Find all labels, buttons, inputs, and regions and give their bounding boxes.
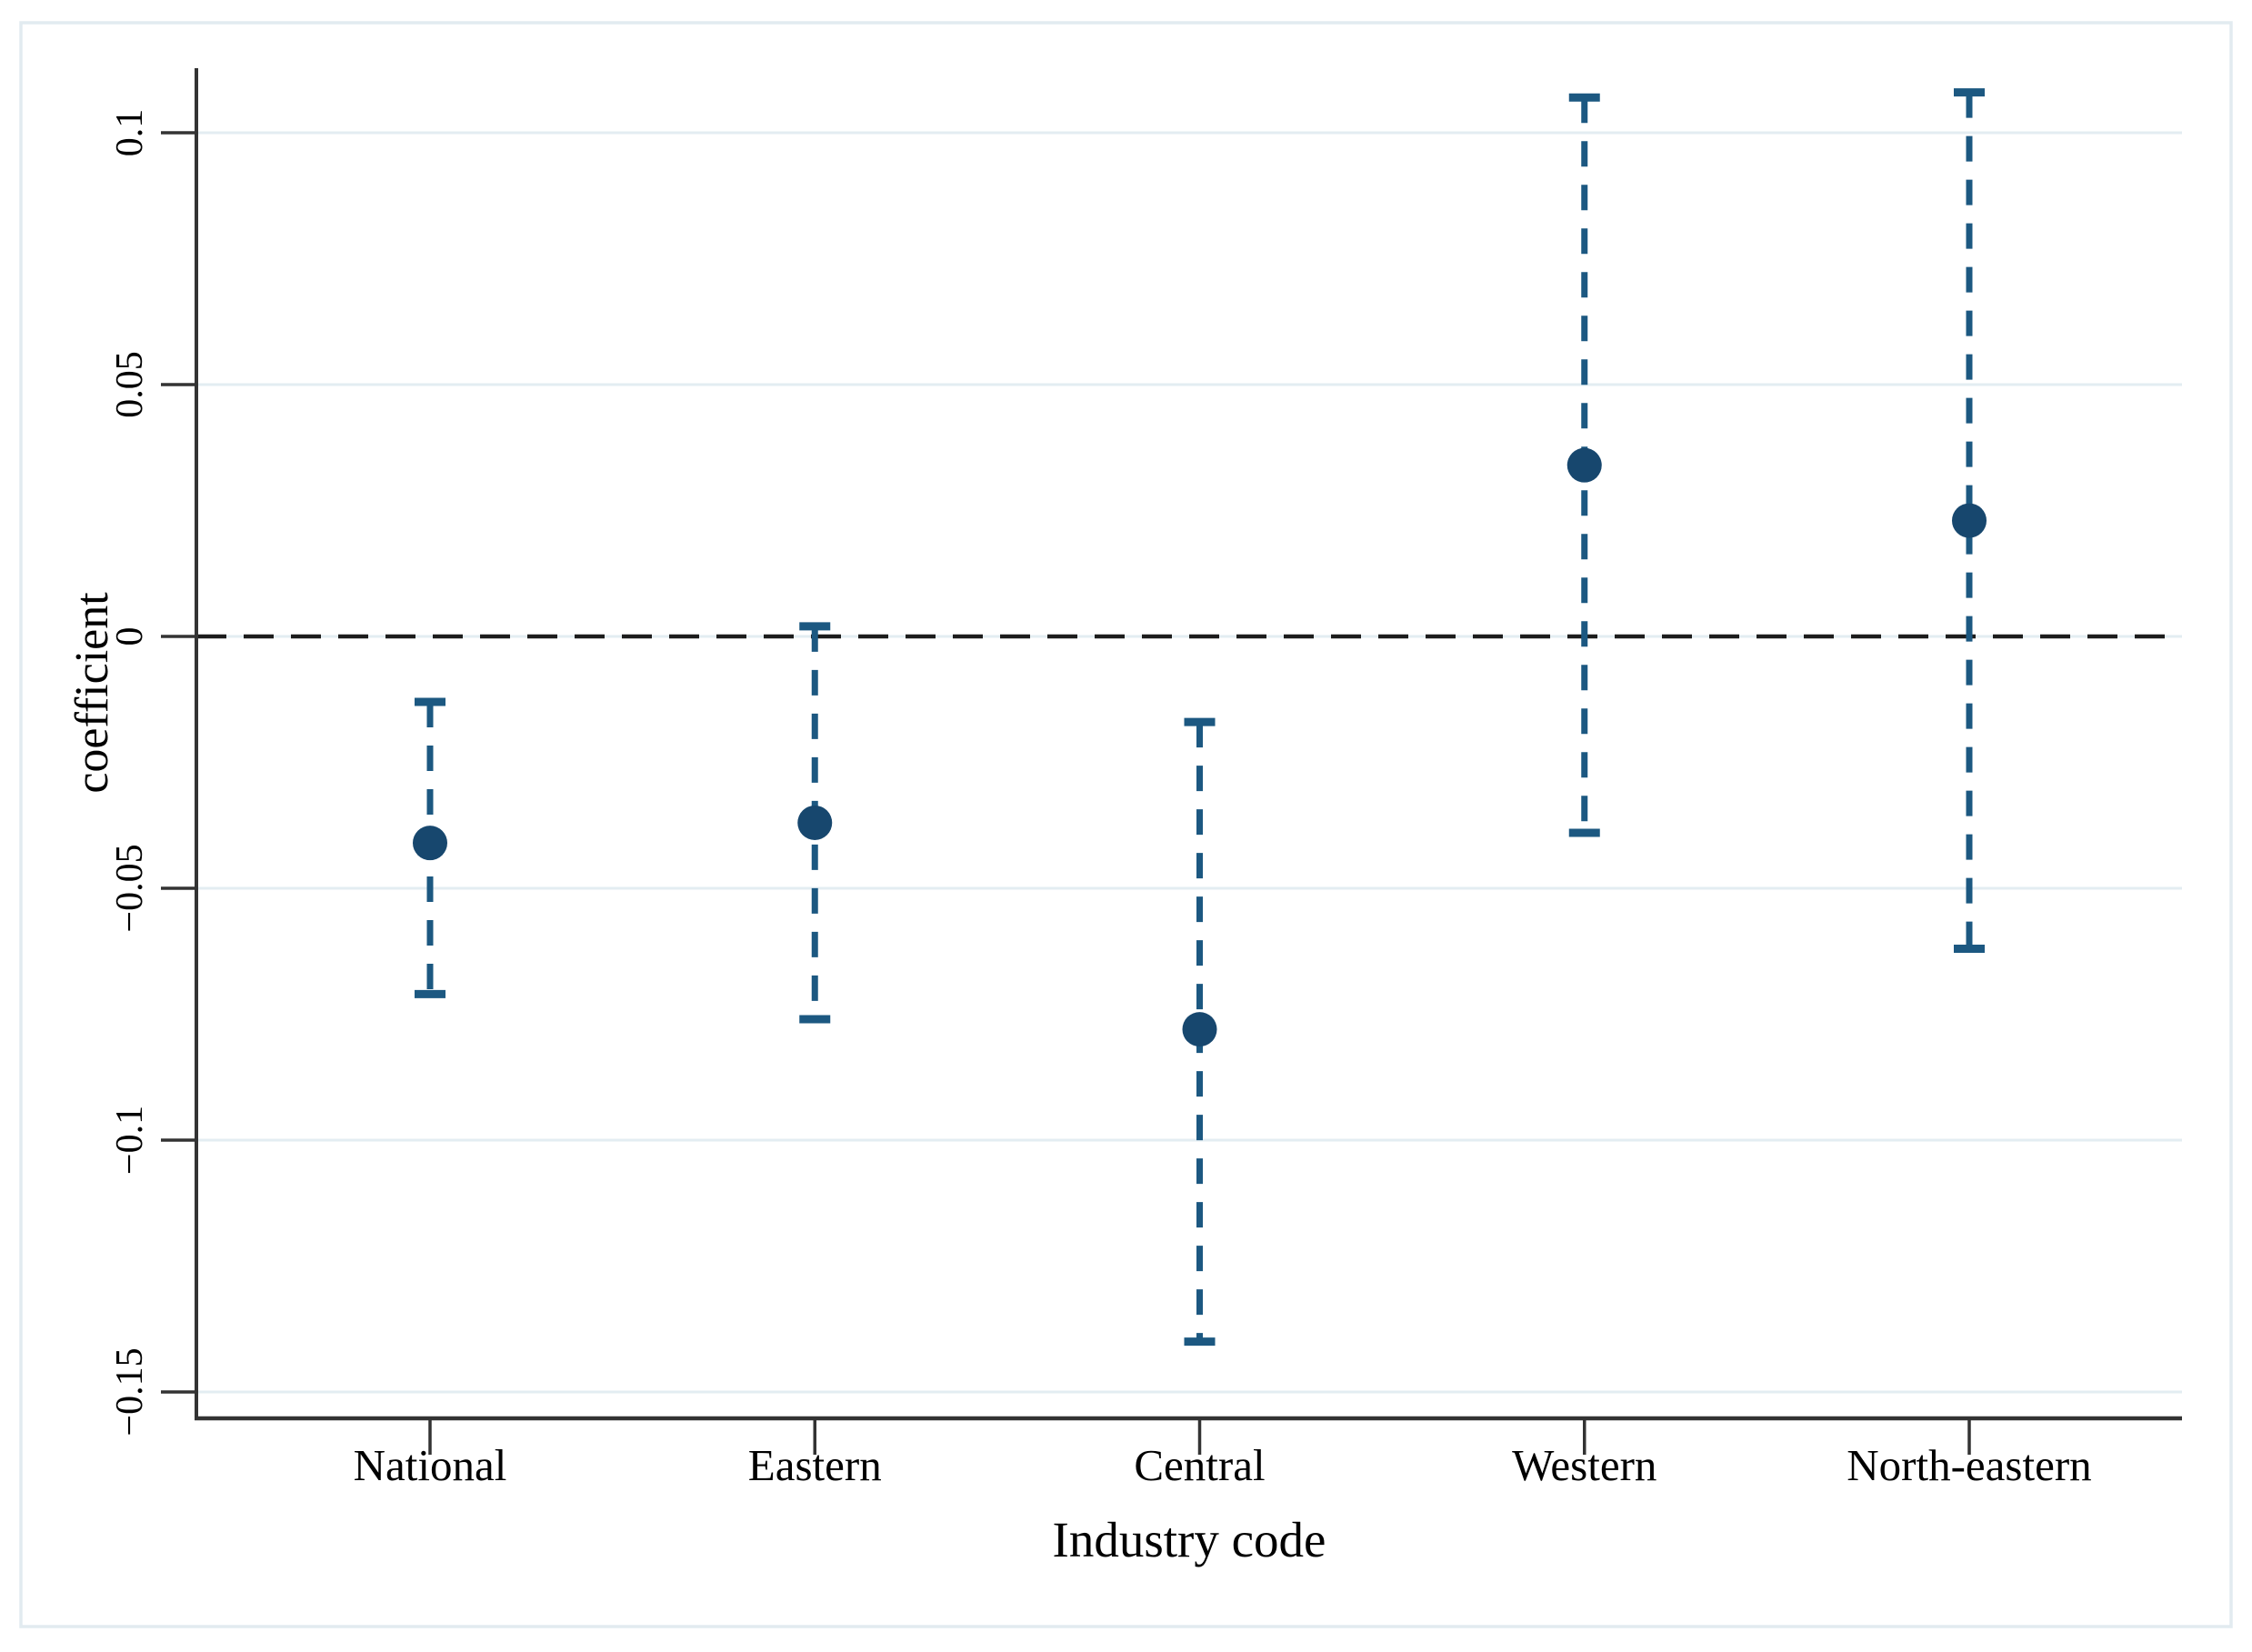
- data-point-western: [1566, 93, 1602, 837]
- tick-layer: 0.1 0.05 0 −0.05 −0.1 −0.15: [109, 109, 1971, 1455]
- coefficient-marker: [413, 826, 447, 861]
- y-tick-label: 0: [109, 627, 151, 646]
- coefficient-marker: [1182, 1012, 1217, 1047]
- x-category-label: Central: [1134, 1440, 1265, 1490]
- x-category-label: National: [354, 1440, 507, 1490]
- data-point-north-eastern: [1952, 88, 1987, 953]
- category-label-layer: National Eastern Central Western North-easte…: [354, 1440, 2092, 1490]
- coefficient-marker: [1952, 503, 1987, 538]
- data-point-eastern: [797, 622, 833, 1024]
- y-tick-label: 0.1: [109, 109, 151, 157]
- data-layer: [413, 88, 1987, 1347]
- x-axis-title: Industry code: [1053, 1512, 1326, 1567]
- axis-layer: [195, 68, 2182, 1421]
- data-point-central: [1182, 717, 1217, 1347]
- y-tick-label: −0.1: [109, 1106, 151, 1175]
- figure-frame-border: [19, 21, 2233, 1628]
- x-category-label: Western: [1512, 1440, 1656, 1490]
- y-tick-label: −0.05: [109, 844, 151, 932]
- x-category-label: Eastern: [748, 1440, 882, 1490]
- coefficient-marker: [797, 805, 833, 840]
- x-category-label: North-eastern: [1847, 1440, 2091, 1490]
- gridline-layer: [196, 131, 2182, 1394]
- data-point-national: [413, 697, 447, 998]
- coefficient-marker: [1566, 447, 1602, 483]
- y-axis-title: coefficient: [66, 592, 118, 794]
- y-tick-label: −0.15: [109, 1347, 151, 1436]
- y-tick-label: 0.05: [109, 351, 151, 418]
